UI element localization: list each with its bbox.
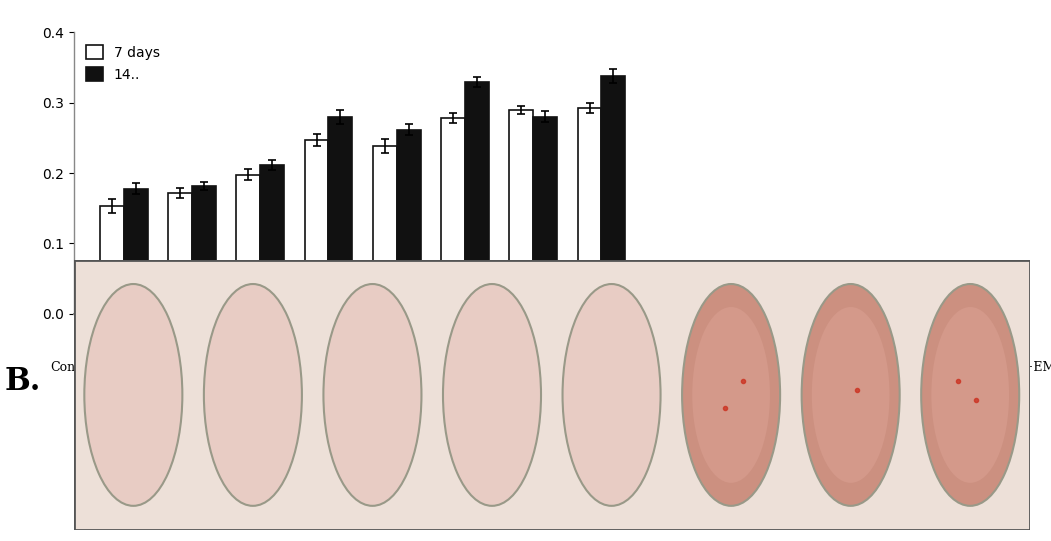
Bar [441,118,465,314]
Ellipse shape [931,307,1009,483]
Ellipse shape [333,307,411,483]
Text: OM: OM [335,361,358,374]
Bar [465,82,489,314]
Text: Control: Control [49,361,98,374]
Text: OS: OS [201,361,220,374]
Ellipse shape [682,284,780,506]
Ellipse shape [573,307,651,483]
Bar [124,189,147,314]
Bar [329,117,352,314]
Bar [578,108,601,314]
Ellipse shape [921,284,1019,506]
Text: MTA: MTA [469,361,498,374]
Bar [305,140,329,314]
Bar [192,186,215,314]
Ellipse shape [324,284,421,506]
Ellipse shape [84,284,183,506]
Text: BPc +EMD: BPc +EMD [994,361,1051,374]
Bar [100,206,124,314]
Ellipse shape [442,284,541,506]
Ellipse shape [693,307,770,483]
Legend: 7 days, 14..: 7 days, 14.. [81,39,165,87]
Text: BPc +statin: BPc +statin [856,361,931,374]
Bar [601,76,625,314]
Bar [168,193,192,314]
Text: BPc: BPc [744,361,769,374]
Bar [533,117,557,314]
Ellipse shape [811,307,889,483]
Bar [373,147,396,314]
Bar [261,164,284,314]
Bar [236,175,261,314]
Ellipse shape [204,284,302,506]
Text: Pc: Pc [613,361,627,374]
Ellipse shape [802,284,900,506]
Ellipse shape [214,307,292,483]
Ellipse shape [562,284,661,506]
Text: OM: OM [744,321,769,335]
Ellipse shape [95,307,172,483]
Text: B.: B. [4,366,41,397]
Bar [510,110,533,314]
Ellipse shape [453,307,531,483]
Bar [396,129,420,314]
